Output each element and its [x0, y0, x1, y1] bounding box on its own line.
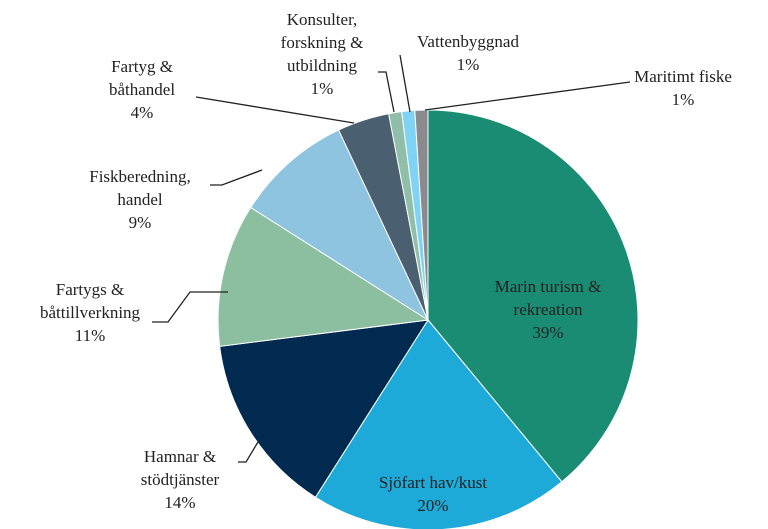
- pie-slice: [427, 109, 639, 483]
- pie-slice: [219, 319, 429, 498]
- slice-label: Fartygs & båttillverkning: [40, 280, 141, 322]
- pie-slice: [314, 319, 563, 529]
- leader-line: [152, 291, 228, 323]
- value-label: 1%: [457, 55, 480, 74]
- leader-line: [195, 96, 355, 124]
- slice-label: Hamnar & stödtjänster: [141, 447, 220, 489]
- value-label: 11%: [75, 326, 106, 345]
- value-label: 9%: [129, 213, 152, 232]
- slice-label: Fiskberedning, handel: [89, 167, 191, 209]
- leader-line: [399, 54, 411, 113]
- leader-line: [210, 169, 263, 186]
- pie-slice: [250, 129, 430, 322]
- slice-label: Fartyg & båthandel: [109, 57, 175, 99]
- value-label: 1%: [311, 79, 334, 98]
- slice-label: Konsulter, forskning & utbildning: [281, 10, 364, 75]
- leader-line: [238, 441, 259, 463]
- value-label: 14%: [164, 493, 195, 512]
- slice-label: Maritimt fiske: [634, 67, 732, 86]
- value-label: 20%: [417, 496, 448, 515]
- leader-line: [378, 71, 395, 113]
- value-label: 1%: [672, 90, 695, 109]
- slice-label: Vattenbyggnad: [417, 32, 519, 51]
- pie-slice: [217, 206, 430, 347]
- leader-line: [424, 81, 631, 111]
- value-label: 4%: [131, 103, 154, 122]
- value-label: 39%: [532, 323, 563, 342]
- slice-label: Sjöfart hav/kust: [379, 473, 487, 492]
- slice-label: Marin turism & rekreation: [495, 277, 602, 319]
